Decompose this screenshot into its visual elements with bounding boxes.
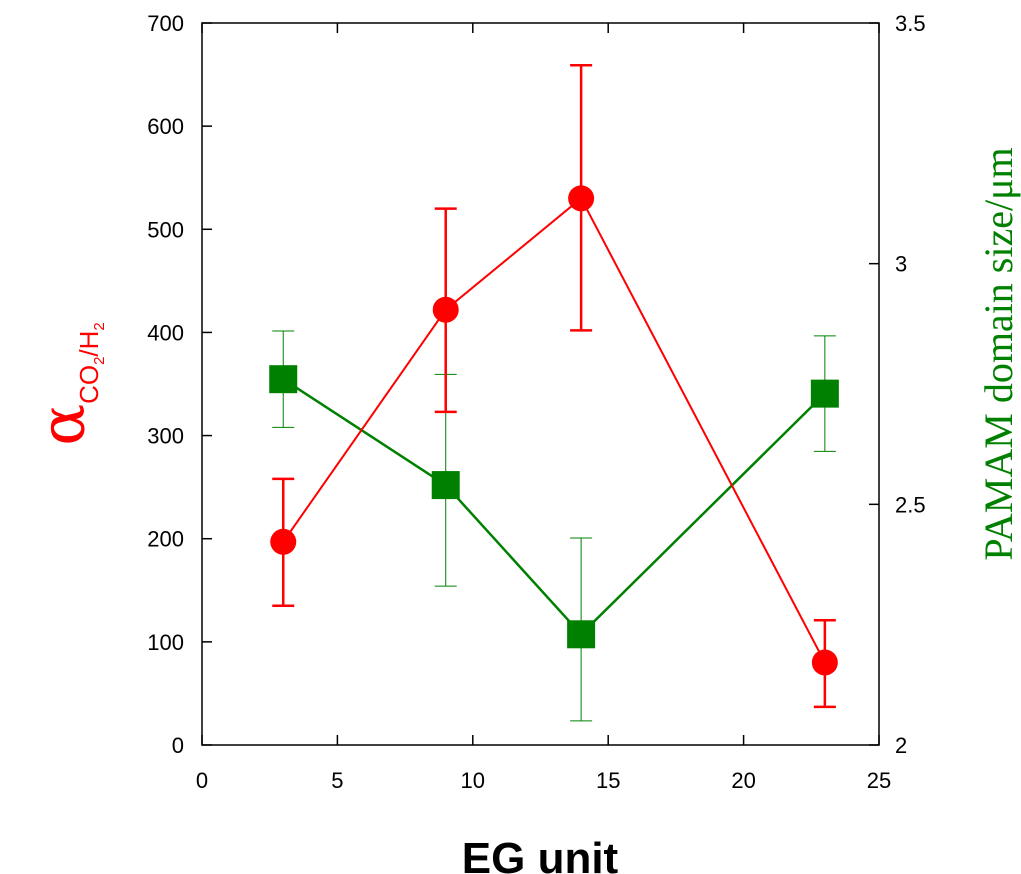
x-tick-label: 10	[461, 768, 485, 793]
y-axis-label: αCO2/H2	[26, 322, 108, 446]
series-line	[282, 196, 826, 663]
y-tick-label: 700	[147, 11, 184, 36]
y-tick-label: 100	[147, 630, 184, 655]
x-tick-label: 0	[196, 768, 208, 793]
data-point	[431, 471, 460, 500]
data-point	[567, 620, 596, 649]
x-axis-label: EG unit	[462, 834, 619, 874]
data-point	[810, 379, 839, 408]
y2-axis-label: PAMAM domain size/μm	[976, 147, 1021, 560]
y-tick-label: 400	[147, 320, 184, 345]
y2-tick-label: 3.5	[895, 11, 926, 36]
series-alpha	[270, 64, 838, 709]
data-point	[568, 185, 595, 212]
series-line	[282, 378, 826, 637]
data-point	[269, 365, 298, 394]
y2-tick-label: 2	[895, 733, 907, 758]
x-tick-label: 15	[596, 768, 620, 793]
x-tick-label: 25	[867, 768, 891, 793]
plot-frame	[201, 22, 880, 746]
y-tick-label: 200	[147, 527, 184, 552]
y2-tick-label: 3	[895, 252, 907, 277]
data-point	[811, 649, 838, 676]
y-tick-label: 500	[147, 217, 184, 242]
y-tick-label: 300	[147, 424, 184, 449]
data-point	[432, 296, 459, 323]
x-tick-label: 5	[331, 768, 343, 793]
y2-tick-label: 2.5	[895, 492, 926, 517]
y-tick-label: 600	[147, 114, 184, 139]
data-point	[270, 528, 297, 555]
y-tick-label: 0	[172, 733, 184, 758]
x-tick-label: 20	[731, 768, 755, 793]
axis-ticks: 0 5 10 15 20 25 0 100 200 300 400 500 600 700 2 2.5 3 3.5	[147, 11, 925, 793]
